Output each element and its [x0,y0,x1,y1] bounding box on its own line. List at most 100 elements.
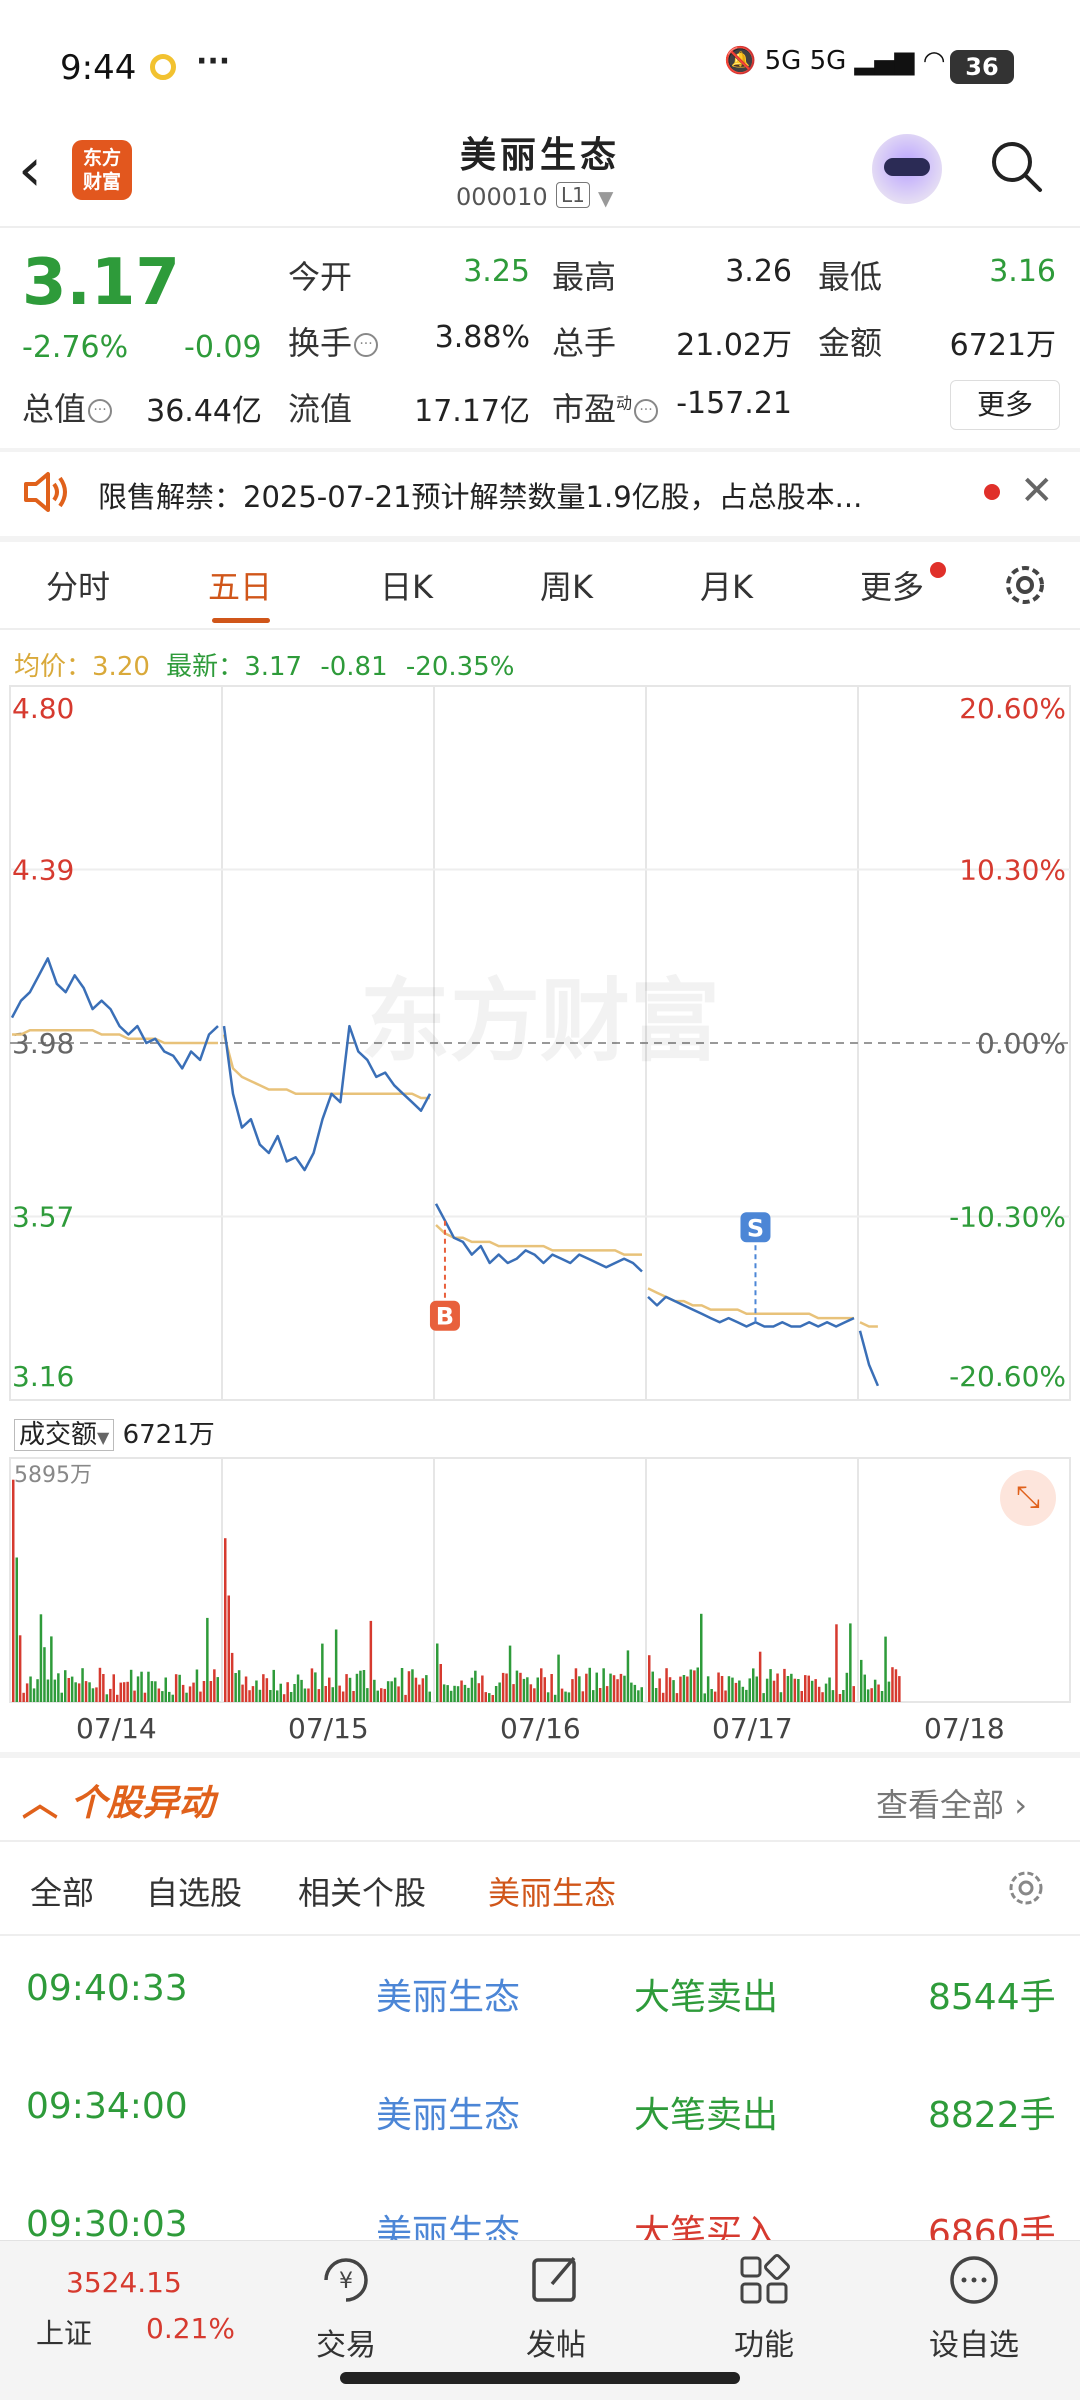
app-logo: 东方 财富 [72,140,132,200]
volume-bar [508,1645,512,1702]
tab-yuek[interactable]: 月K [700,568,753,606]
volume-bar [241,1684,244,1702]
movement-qty: 8822手 [928,2095,1056,2136]
tab-wuri[interactable]: 五日 [208,568,273,606]
volume-bar [585,1673,588,1702]
volume-bar [133,1690,136,1702]
high-value: 3.26 [725,254,792,289]
volume-bar [407,1671,411,1702]
volume-chart[interactable]: 5895万 [0,1456,1080,1716]
close-icon[interactable]: ✕ [1020,468,1054,514]
volume-type-select[interactable]: 成交额▼ [14,1419,115,1451]
volume-bar [237,1670,241,1702]
add-watchlist-label[interactable]: 设自选 [929,2328,1019,2363]
notice-text[interactable]: 限售解禁：2025-07-21预计解禁数量1.9亿股，占总股本... [98,480,863,514]
volume-bar [668,1677,672,1702]
post-icon[interactable] [526,2250,586,2310]
volume-bar [338,1685,341,1702]
movements-title[interactable]: ︿ 个股异动 [22,1774,215,1826]
trade-icon[interactable]: ¥ [316,2250,376,2310]
divider [0,628,1080,630]
expand-icon[interactable]: ⤡ [1000,1470,1056,1526]
volume-bar [439,1664,442,1702]
subtab-watchlist[interactable]: 自选股 [146,1874,243,1912]
functions-icon[interactable] [734,2250,794,2310]
volume-bar [512,1684,515,1702]
volume-bar [60,1692,63,1702]
volume-bar [376,1690,379,1702]
divider [0,1934,1080,1936]
volume-bar [161,1691,164,1702]
chevron-up-icon[interactable]: ︿ [22,1783,59,1824]
volume-bar [286,1682,289,1702]
volume-bar [109,1688,112,1702]
high-label: 最高 [552,258,617,296]
gear-icon[interactable] [1004,1866,1048,1910]
view-all-link[interactable]: 查看全部 › [876,1780,1027,1826]
info-icon[interactable]: ··· [88,399,113,423]
movement-row[interactable]: 09:34:00 美丽生态 大笔卖出 8822手 [0,2086,1080,2166]
volume-bar [540,1668,543,1702]
volume-bar [418,1684,421,1702]
functions-label[interactable]: 功能 [734,2328,794,2363]
pe-label-text: 市盈 [552,390,617,428]
volume-bar [828,1677,831,1702]
post-label[interactable]: 发帖 [526,2328,586,2363]
volume-bar [769,1669,772,1702]
notification-dot-icon [150,54,176,80]
volume-bar [64,1670,67,1702]
volume-bar [873,1679,877,1702]
index-name[interactable]: 上证 [36,2317,93,2350]
gear-icon[interactable] [1000,560,1050,610]
marker-badge [429,1300,460,1331]
subtab-all[interactable]: 全部 [30,1874,95,1912]
volume-bar [453,1685,456,1702]
notice-bar[interactable] [0,452,1080,536]
price-chart[interactable]: 4.80 20.60% 4.39 10.30% 3.98 0.00% 3.57 -10.30%… [0,684,1080,1404]
movement-qty: 8544手 [928,1977,1056,2018]
volume-bar [810,1680,814,1702]
volume-bar [463,1684,467,1702]
volume-bar [213,1669,216,1702]
info-icon[interactable]: ··· [354,333,379,357]
movement-stock: 美丽生态 [376,1977,521,2018]
caret-down-icon[interactable]: ▼ [598,186,614,210]
index-change[interactable]: 0.21% [146,2312,235,2345]
volume-bar [136,1676,140,1702]
current-price: 3.17 [22,246,180,320]
more-button[interactable]: 更多 [950,380,1060,430]
subtab-stock[interactable]: 美丽生态 [488,1874,617,1912]
subtab-related[interactable]: 相关个股 [298,1874,427,1912]
avg-label: 均价： [14,652,93,682]
volume-bar [258,1689,262,1702]
trade-label[interactable]: 交易 [316,2328,376,2363]
add-watchlist-icon[interactable] [944,2250,1004,2310]
volume-bar [39,1614,43,1702]
volume-bar [700,1613,703,1702]
tab-rik[interactable]: 日K [380,568,433,606]
volume-bar [693,1670,696,1702]
watermark: 东方财富 [360,969,720,1074]
volume-bar [470,1677,474,1702]
index-value[interactable]: 3524.15 [66,2266,182,2299]
volume-bar [720,1676,724,1702]
movement-row[interactable]: 09:40:33 美丽生态 大笔卖出 8544手 [0,1968,1080,2048]
volume-bar [369,1620,373,1702]
volume-bar [129,1669,133,1702]
volume-bar [821,1692,824,1702]
search-icon[interactable] [988,138,1044,194]
volume-bar [745,1689,748,1702]
volume-bar [672,1680,675,1702]
info-icon[interactable]: ··· [634,399,659,423]
volume-bar [612,1675,616,1702]
volume-bar [724,1690,727,1702]
volume-legend[interactable]: 成交额▼ 6721万 [14,1414,215,1451]
volume-bar [522,1678,526,1702]
tab-zhouk[interactable]: 周K [540,568,593,606]
volume-bar [178,1674,181,1702]
tab-more[interactable]: 更多 [860,568,925,606]
volume-bar [633,1684,637,1702]
back-button[interactable]: ‹ [18,135,42,205]
volume-bar [814,1679,817,1702]
tab-fenshi[interactable]: 分时 [46,568,111,606]
